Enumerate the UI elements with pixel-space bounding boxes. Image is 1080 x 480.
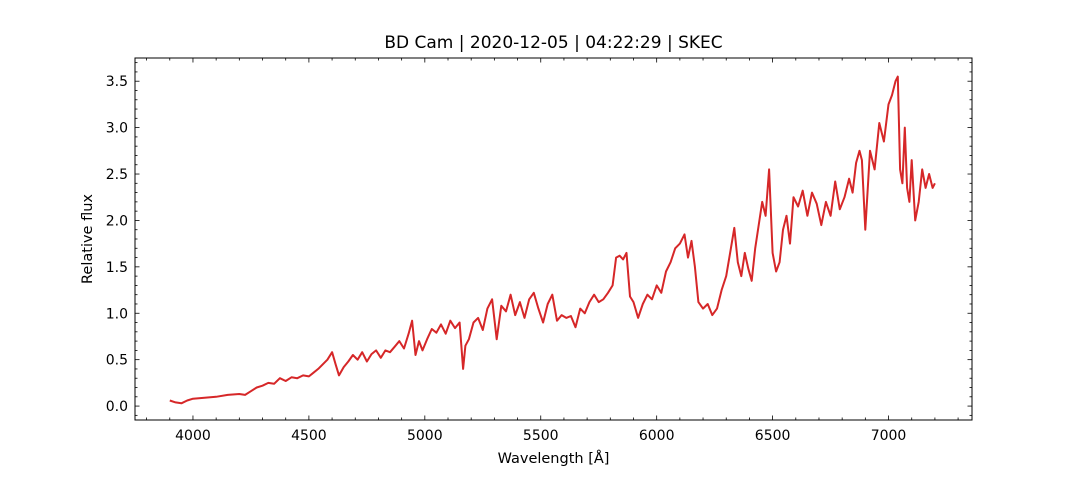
y-tick-label: 2.5 <box>106 167 128 183</box>
x-tick-label: 4000 <box>175 428 211 444</box>
spectrum-line <box>169 75 936 405</box>
y-tick-label: 1.0 <box>106 306 128 322</box>
plot-frame <box>134 57 973 421</box>
x-tick-label: 5000 <box>407 428 443 444</box>
chart-title: BD Cam | 2020-12-05 | 04:22:29 | SKEC <box>384 33 722 53</box>
y-tick-label: 2.0 <box>106 213 128 229</box>
y-axis: 0.0 0.5 1.0 1.5 2.0 2.5 3.0 3.5 <box>106 62 972 416</box>
x-tick-label: 7000 <box>871 428 907 444</box>
x-tick-label: 6500 <box>755 428 791 444</box>
x-axis: 4000 4500 5000 5500 6000 6500 7000 <box>146 58 959 444</box>
y-tick-label: 3.5 <box>106 74 128 90</box>
y-tick-label: 0.5 <box>106 353 128 369</box>
x-tick-label: 6000 <box>639 428 675 444</box>
x-tick-label: 4500 <box>291 428 327 444</box>
x-axis-label: Wavelength [Å] <box>498 450 610 467</box>
y-tick-label: 0.0 <box>106 399 128 415</box>
series-layer <box>169 75 936 405</box>
y-tick-label: 1.5 <box>106 260 128 276</box>
y-axis-label: Relative flux <box>80 194 96 284</box>
y-tick-label: 3.0 <box>106 121 128 137</box>
x-tick-label: 5500 <box>523 428 559 444</box>
